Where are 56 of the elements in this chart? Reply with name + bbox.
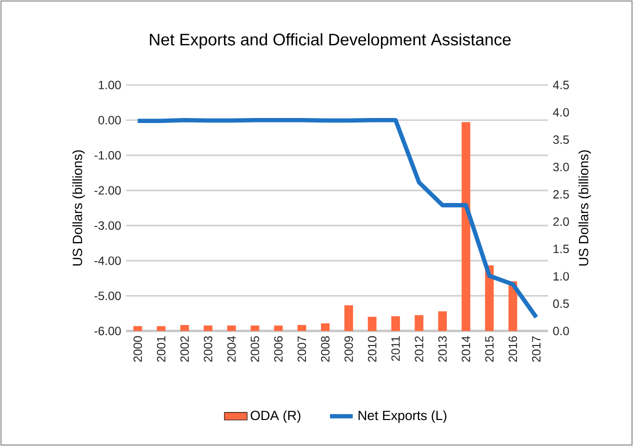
y-tick-label: -1.00: [94, 151, 121, 160]
y-axis-title: US Dollars (billions): [72, 150, 85, 266]
chart-title: Net Exports and Official Development Assistance: [150, 33, 511, 49]
bar: [344, 305, 354, 331]
x-tick-label: 2015: [485, 336, 494, 362]
y-tick-label: -5.00: [94, 292, 121, 300]
x-tick-label: 2007: [298, 336, 306, 362]
bar: [156, 326, 166, 331]
bar: [462, 122, 470, 331]
bar: [204, 326, 212, 331]
bar: [320, 323, 330, 331]
x-tick-label: 2009: [344, 336, 353, 362]
y2-tick-label: 4.0: [552, 108, 569, 117]
x-tick-label: 2010: [368, 336, 376, 362]
x-tick-label: 2006: [274, 336, 283, 362]
x-tick-label: 2002: [180, 336, 189, 362]
y2-tick-label: 1.5: [554, 244, 569, 254]
x-tick-label: 2004: [227, 336, 236, 362]
x-tick-label: 2014: [462, 336, 470, 362]
y2-tick-label: 0.5: [553, 299, 569, 308]
bar: [180, 324, 189, 331]
y2-tick-label: 4.5: [552, 80, 569, 90]
y-tick-label: -3.00: [94, 221, 121, 230]
legend-label: Net Exports (L): [358, 410, 446, 423]
y2-tick-label: 2.5: [553, 190, 569, 199]
bar: [438, 311, 447, 331]
x-tick-label: 2012: [414, 336, 424, 362]
bar: [133, 326, 142, 331]
y2-tick-label: 2.0: [553, 217, 569, 226]
x-tick-label: 2013: [438, 336, 447, 362]
y2-axis-title: US Dollars (billions): [578, 150, 591, 266]
bar: [250, 326, 260, 331]
x-tick-label: 2005: [250, 336, 260, 362]
y-tick-label: 0.00: [98, 116, 121, 124]
x-tick-label: 2000: [133, 336, 142, 362]
x-tick-label: 2017: [532, 336, 541, 362]
y2-tick-label: 1.0: [554, 272, 569, 281]
bar: [391, 316, 400, 331]
legend-label: ODA (R): [250, 410, 300, 423]
y-tick-label: -2.00: [94, 186, 121, 195]
bar: [414, 315, 424, 331]
x-tick-label: 2016: [508, 336, 518, 362]
y2-tick-label: 0.0: [553, 326, 569, 336]
bar: [298, 324, 306, 331]
y-tick-label: -6.00: [94, 326, 121, 336]
y-tick-label: 1.00: [98, 80, 121, 90]
y2-tick-label: 3.5: [553, 135, 569, 144]
x-tick-label: 2011: [391, 336, 400, 361]
x-tick-label: 2008: [321, 336, 330, 362]
bar: [368, 316, 376, 331]
bar: [227, 326, 236, 331]
y-tick-label: -4.00: [94, 256, 121, 265]
bar: [274, 326, 283, 331]
x-tick-label: 2001: [156, 336, 166, 362]
x-tick-label: 2003: [204, 336, 212, 362]
y2-tick-label: 3.0: [553, 162, 569, 172]
